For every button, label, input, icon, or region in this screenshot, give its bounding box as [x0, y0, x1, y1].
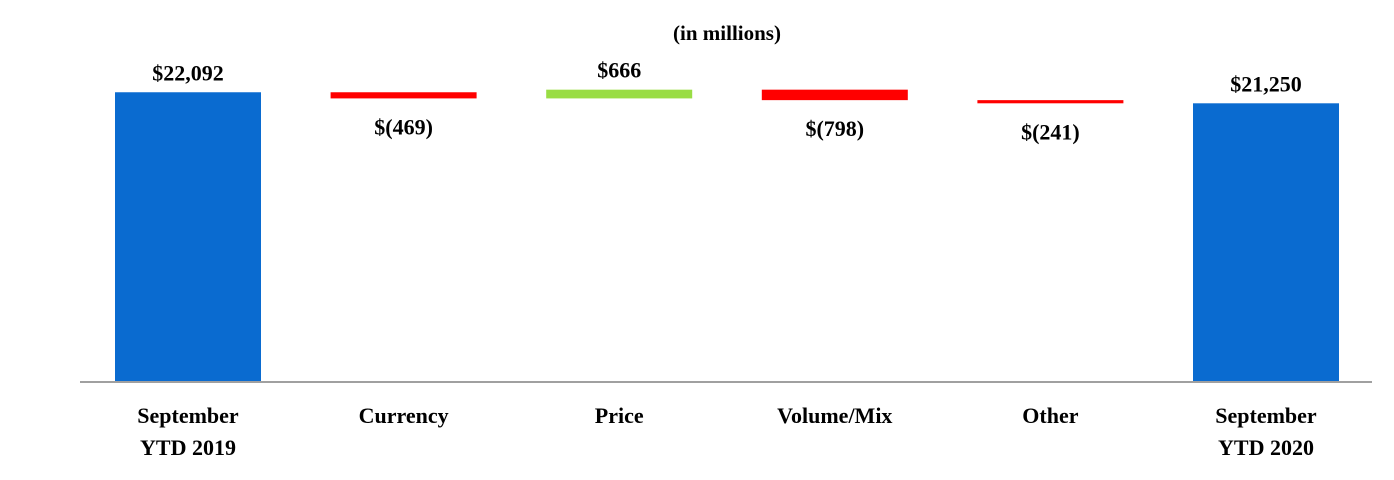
category-label-price: Price: [595, 403, 644, 428]
bar-other: [977, 100, 1124, 104]
data-label-currency: $(469): [374, 114, 433, 139]
category-label-september-ytd-2019: September YTD 2019: [137, 403, 239, 460]
bar-september-ytd-2020: [1193, 103, 1339, 382]
bar-september-ytd-2019: [115, 92, 261, 383]
category-label-other: Other: [1022, 403, 1078, 428]
category-labels-group: September YTD 2019 Currency Price Volume/Mix…: [137, 403, 1317, 460]
data-label-price: $666: [597, 58, 641, 83]
category-label-september-ytd-2020: September YTD 2020: [1215, 403, 1317, 460]
bar-price: [546, 89, 693, 99]
bars-group: [115, 89, 1339, 383]
category-label-volume-mix: Volume/Mix: [777, 403, 892, 428]
data-label-september-ytd-2019: $22,092: [152, 60, 224, 85]
bar-currency: [330, 92, 477, 99]
chart-title: (in millions): [673, 21, 781, 45]
category-label-currency: Currency: [359, 403, 449, 428]
data-label-september-ytd-2020: $21,250: [1230, 71, 1302, 96]
bar-volume-mix: [761, 89, 908, 101]
data-labels-group: $22,092 $(469) $666 $(798) $(241) $21,250: [152, 58, 1302, 145]
data-label-volume-mix: $(798): [805, 116, 864, 141]
data-label-other: $(241): [1021, 119, 1080, 144]
